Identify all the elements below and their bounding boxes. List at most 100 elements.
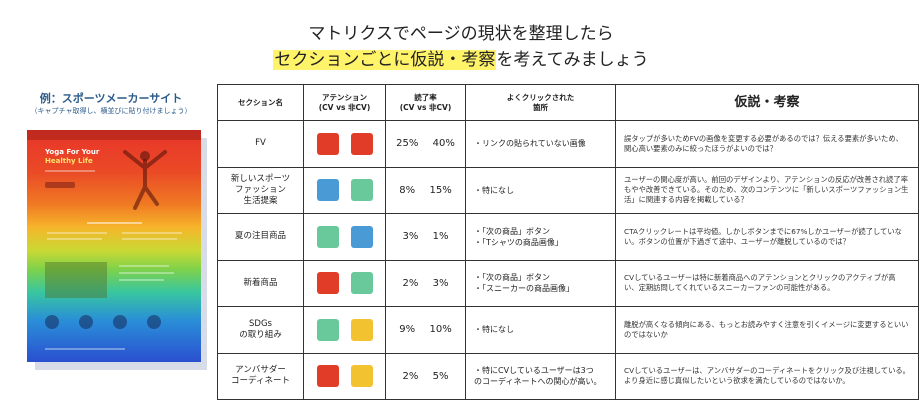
section-name-line: 新着商品 — [243, 277, 278, 288]
mockup-hero-line2: Healthy Life — [45, 157, 93, 165]
section-name: 新着商品 — [217, 259, 304, 307]
section-name: SDGs の取り組み — [217, 306, 304, 354]
read-rate: 25% 40% — [385, 120, 466, 168]
click-item: ・リンクの貼られていない画像 — [474, 139, 586, 149]
mockup-text-line — [122, 232, 182, 234]
yoga-figure-icon — [123, 150, 167, 210]
click-cell: ・リンクの貼られていない画像 — [465, 120, 616, 168]
mockup-circle-icon — [147, 315, 161, 329]
analysis-matrix: セクション名 アテンション (CV vs 非CV) 読了率 (CV vs 非CV) … — [217, 84, 919, 400]
hypothesis-text: 離脱が高くなる傾向にある、もっとお読みやすく注意を引くイメージに変更するといいの… — [615, 306, 919, 354]
headline-line2: セクションごとに仮説・考察を考えてみましょう — [0, 48, 922, 72]
section-name-line: 夏の注目商品 — [234, 231, 286, 242]
attention-cell — [303, 259, 386, 307]
headline: マトリクスでページの現状を整理したら セクションごとに仮説・考察を考えてみましょ… — [0, 22, 922, 72]
section-name: 夏の注目商品 — [217, 213, 304, 261]
attention-cv-swatch — [316, 365, 339, 388]
mockup-text-line — [47, 232, 107, 234]
attention-cv-swatch — [316, 225, 339, 248]
header-hypothesis: 仮説・考察 — [615, 84, 919, 121]
attention-noncv-swatch — [350, 318, 373, 341]
example-subtitle: （キャプチャ取得し、横並びに貼り付けましょう） — [30, 107, 192, 115]
table-row: アンバサダー コーディネート 2% 5% ・特にCVしているユーザーは3つ のコーディネ… — [217, 352, 919, 400]
click-cell: ・「次の商品」ボタン ・「スニーカーの商品画像」 — [465, 259, 616, 307]
mockup-text-line — [119, 272, 174, 274]
read-rate: 3% 1% — [385, 213, 466, 261]
section-name-line: アンバサダー — [235, 365, 286, 376]
headline-line1: マトリクスでページの現状を整理したら — [308, 24, 614, 44]
click-item: ・「Tシャツの商品画像」 — [474, 237, 563, 247]
section-name: 新しいスポーツ ファッション 生活提案 — [217, 166, 304, 214]
example-title: 例：スポーツメーカーサイト — [39, 92, 183, 105]
header-rate: 読了率 (CV vs 非CV) — [385, 84, 466, 121]
mockup-circle-icon — [45, 315, 59, 329]
mockup-cta — [45, 182, 75, 188]
attention-cell — [303, 352, 386, 400]
table-row: FV 25% 40% ・リンクの貼られていない画像 誤タップが多いためFVの画像を変更… — [217, 120, 919, 168]
table-row: 新着商品 2% 3% ・「次の商品」ボタン ・「スニーカーの商品画像」 CVしているユー… — [217, 259, 919, 307]
mockup-text-line — [122, 238, 177, 240]
click-cell: ・特にCVしているユーザーは3つ のコーディネートへの関心が高い。 — [465, 352, 616, 400]
mockup-text-line — [47, 238, 102, 240]
mockup-circle-icon — [79, 315, 93, 329]
click-item: ・特になし — [474, 185, 514, 195]
section-name-line: 生活提案 — [243, 195, 278, 206]
attention-noncv-swatch — [350, 179, 373, 202]
read-rate: 2% 3% — [385, 259, 466, 307]
section-name-line: の取り組み — [239, 329, 282, 340]
click-cell: ・特になし — [465, 306, 616, 354]
mockup-text-line — [45, 170, 95, 172]
click-item: ・「次の商品」ボタン — [474, 273, 550, 283]
mockup-text-line — [119, 279, 164, 281]
headline-highlight: セクションごとに仮説・考察 — [273, 50, 497, 70]
attention-noncv-swatch — [350, 132, 373, 155]
header-click: よくクリックされた 箇所 — [465, 84, 616, 121]
hypothesis-text: ユーザーの関心度が高い。前回のデザインより、アテンションの反応が改善され読了率も… — [615, 166, 919, 214]
section-name: アンバサダー コーディネート — [217, 352, 304, 400]
header-section: セクション名 — [217, 84, 304, 121]
hypothesis-text: CTAクリックレートは平均値。しかしボタンまでに67%しかユーザーが読了していな… — [615, 213, 919, 261]
read-rate: 2% 5% — [385, 352, 466, 400]
attention-cell — [303, 120, 386, 168]
click-item: ・「スニーカーの商品画像」 — [474, 284, 574, 294]
click-item: ・特にCVしているユーザーは3つ — [474, 366, 594, 376]
hypothesis-text: CVしているユーザーは、アンバサダーのコーディネートをクリック及び注視している。… — [615, 352, 919, 400]
section-name-line: FV — [255, 138, 266, 149]
section-name-line: SDGs — [249, 318, 272, 329]
section-name-line: 新しいスポーツ — [230, 173, 291, 184]
attention-noncv-swatch — [350, 365, 373, 388]
attention-cv-swatch — [316, 179, 339, 202]
section-name-line: コーディネート — [231, 376, 290, 387]
attention-cell — [303, 306, 386, 354]
click-cell: ・「次の商品」ボタン ・「Tシャツの商品画像」 — [465, 213, 616, 261]
click-cell: ・特になし — [465, 166, 616, 214]
attention-cv-swatch — [316, 132, 339, 155]
mockup-hero-line1: Yoga For Your — [45, 148, 100, 156]
attention-cv-swatch — [316, 318, 339, 341]
read-rate: 8% 15% — [385, 166, 466, 214]
table-row: 新しいスポーツ ファッション 生活提案 8% 15% ・特になし ユーザーの関心度が高い。… — [217, 166, 919, 214]
table-row: 夏の注目商品 3% 1% ・「次の商品」ボタン ・「Tシャツの商品画像」 CTAクリック… — [217, 213, 919, 261]
hypothesis-text: 誤タップが多いためFVの画像を変更する必要があるのでは？伝える要素が多いため、関… — [615, 120, 919, 168]
click-item: のコーディネートへの関心が高い。 — [474, 377, 602, 387]
attention-cell — [303, 166, 386, 214]
mockup-text-line — [119, 265, 169, 267]
table-header-row: セクション名 アテンション (CV vs 非CV) 読了率 (CV vs 非CV) … — [217, 84, 919, 121]
section-name-line: ファッション — [234, 184, 286, 195]
read-rate: 9% 10% — [385, 306, 466, 354]
attention-cell — [303, 213, 386, 261]
attention-cv-swatch — [316, 272, 339, 295]
headline-rest: を考えてみましょう — [496, 50, 649, 70]
mockup-footer-line — [45, 348, 125, 350]
heatmap-mockup: Yoga For Your Healthy Life — [27, 130, 201, 362]
mockup-section-title — [87, 222, 142, 224]
section-name: FV — [217, 120, 304, 168]
mockup-image — [45, 262, 107, 298]
attention-noncv-swatch — [350, 272, 373, 295]
header-attention: アテンション (CV vs 非CV) — [303, 84, 386, 121]
table-row: SDGs の取り組み 9% 10% ・特になし 離脱が高くなる傾向にある、もっとお読みや… — [217, 306, 919, 354]
mockup-navbar — [27, 130, 201, 140]
hypothesis-text: CVしているユーザーは特に新着商品へのアテンションとクリックのアクティブが高い、… — [615, 259, 919, 307]
click-item: ・「次の商品」ボタン — [474, 226, 550, 236]
click-item: ・特になし — [474, 325, 514, 335]
